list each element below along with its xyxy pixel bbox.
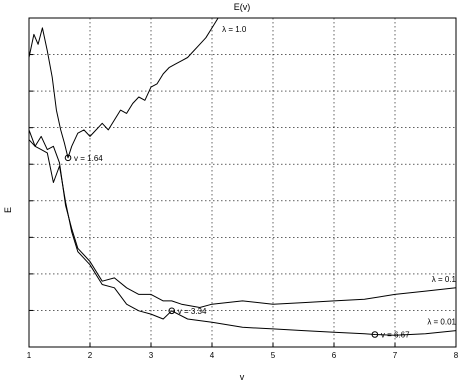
annotation-layer: v = 1.64 v = 3.34 v = 6.67	[64, 154, 410, 339]
x-tick-label: 3	[149, 351, 154, 360]
annotation-marker	[168, 307, 176, 315]
series-line-2	[28, 129, 457, 308]
plot-frame	[28, 17, 457, 348]
grid	[29, 18, 456, 347]
annotation-label: v = 1.64	[74, 154, 103, 163]
x-tick-label: 6	[332, 351, 337, 360]
series-line-3	[28, 139, 457, 336]
y-axis-label: E	[3, 207, 13, 213]
series-label-3: λ = 0.01	[427, 318, 456, 327]
annotation-label: v = 3.34	[178, 307, 207, 316]
x-tick-label: 7	[393, 351, 398, 360]
series-line-1	[28, 17, 219, 159]
annotation-label: v = 6.67	[381, 330, 410, 339]
series-label-2: λ = 0.1	[432, 275, 457, 284]
series-layer	[28, 17, 457, 336]
x-tick-label: 4	[210, 351, 215, 360]
x-tick-label: 2	[88, 351, 93, 360]
series-label-layer: λ = 1.0 λ = 0.1 λ = 0.01	[222, 25, 456, 327]
x-tick-layer: 1 2 3 4 5 6 7 8	[27, 54, 459, 360]
series-label-1: λ = 1.0	[222, 25, 247, 34]
annotation-marker	[64, 154, 72, 162]
x-tick-label: 5	[271, 351, 276, 360]
chart-title: E(v)	[234, 2, 251, 12]
x-tick-label: 8	[454, 351, 459, 360]
x-axis-label: v	[240, 372, 245, 382]
x-tick-label: 1	[27, 351, 32, 360]
annotation-marker	[371, 331, 379, 338]
